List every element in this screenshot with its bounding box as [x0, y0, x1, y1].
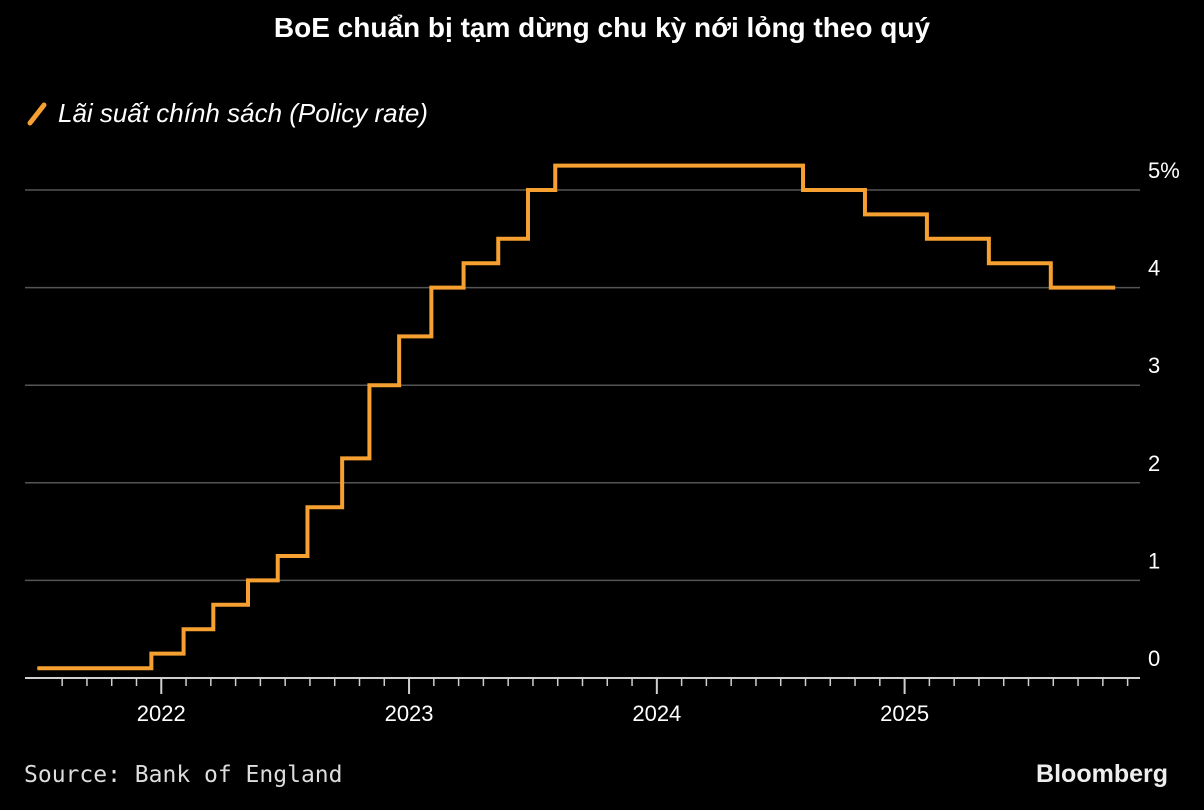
data-point	[277, 555, 279, 557]
line-swatch-icon	[27, 102, 47, 125]
chart-title: BoE chuẩn bị tạm dừng chu kỳ nới lỏng th…	[273, 12, 931, 43]
legend-label: Lãi suất chính sách (Policy rate)	[58, 98, 428, 128]
y-tick-label: 3	[1148, 353, 1160, 378]
grid-lines	[25, 189, 1140, 582]
data-point	[988, 262, 990, 264]
legend: Lãi suất chính sách (Policy rate)	[24, 98, 428, 129]
data-point	[802, 189, 804, 191]
data-point	[1109, 287, 1111, 289]
x-tick-label: 2023	[385, 701, 434, 726]
data-point	[398, 335, 400, 337]
x-axis: 2022 2023 2024 2025	[25, 677, 1140, 726]
data-point	[554, 165, 556, 167]
data-point	[212, 604, 214, 606]
y-axis-labels: 5% 4 3 2 1 0	[1148, 158, 1180, 671]
data-point	[150, 653, 152, 655]
data-point	[463, 262, 465, 264]
y-tick-label: 1	[1148, 548, 1160, 573]
x-tick-label: 2025	[880, 701, 929, 726]
brand-logo: Bloomberg	[1036, 760, 1168, 788]
data-point	[527, 189, 529, 191]
data-point	[36, 667, 38, 669]
data-point	[497, 238, 499, 240]
data-point	[430, 287, 432, 289]
x-tick-label: 2024	[632, 701, 681, 726]
data-point	[368, 384, 370, 386]
data-point	[247, 579, 249, 581]
y-tick-label: 2	[1148, 451, 1160, 476]
data-point	[341, 457, 343, 459]
data-point	[306, 506, 308, 508]
series-line	[37, 163, 1116, 671]
data-point	[1050, 287, 1052, 289]
series	[36, 163, 1116, 671]
y-tick-label: 5%	[1148, 158, 1180, 183]
y-tick-label: 4	[1148, 256, 1160, 281]
data-point	[864, 213, 866, 215]
x-tick-label: 2022	[137, 701, 186, 726]
data-point	[926, 238, 928, 240]
data-point	[183, 628, 185, 630]
source-note: Source: Bank of England	[24, 762, 343, 788]
y-tick-label: 0	[1148, 646, 1160, 671]
